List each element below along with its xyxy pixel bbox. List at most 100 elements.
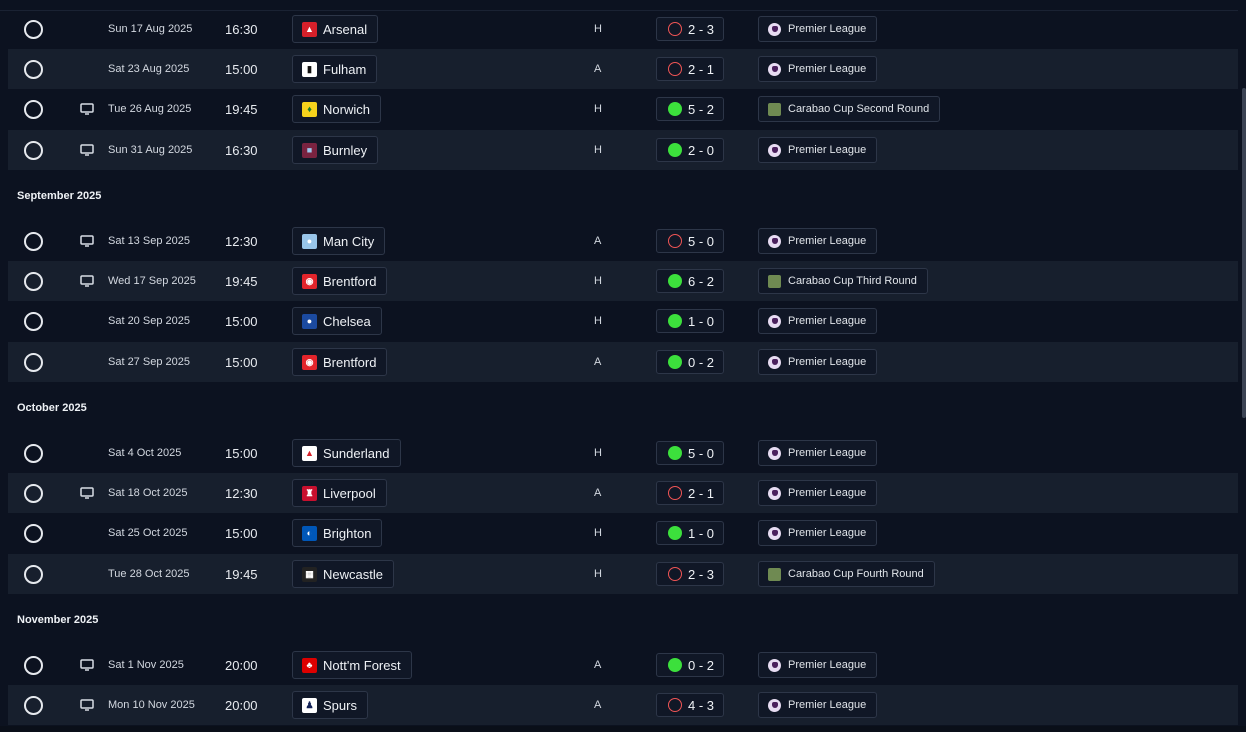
- fixture-row[interactable]: Tue 28 Oct 2025 19:45 ▦ Newcastle H 2 - …: [8, 554, 1238, 594]
- vertical-scrollbar[interactable]: [1242, 88, 1246, 418]
- opponent[interactable]: ♣ Nott'm Forest: [292, 645, 412, 685]
- result[interactable]: 5 - 0: [656, 221, 725, 261]
- fixture-row[interactable]: Sat 1 Nov 2025 20:00 ♣ Nott'm Forest A 0…: [8, 645, 1238, 685]
- opponent[interactable]: ▦ Newcastle: [292, 554, 394, 594]
- opponent[interactable]: ■ Burnley: [292, 130, 379, 170]
- fixture-time: 16:30: [225, 142, 258, 158]
- premier-league-icon: [768, 486, 781, 500]
- opponent[interactable]: ▲ Sunderland: [292, 433, 401, 473]
- fulham-crest-icon: ▮: [302, 61, 317, 77]
- tv-icon: [78, 685, 96, 725]
- opponent[interactable]: ▲ Arsenal: [292, 9, 379, 49]
- competition[interactable]: Carabao Cup Fourth Round: [758, 554, 935, 594]
- selection-circle[interactable]: [24, 49, 43, 89]
- score: 4 - 3: [688, 697, 715, 713]
- selection-circle[interactable]: [24, 9, 43, 49]
- opponent[interactable]: ♦ Norwich: [292, 89, 381, 129]
- opponent[interactable]: ◉ Brentford: [292, 261, 388, 301]
- score: 5 - 0: [688, 233, 715, 249]
- opponent[interactable]: ◉ Brentford: [292, 342, 388, 382]
- result[interactable]: 2 - 1: [656, 473, 725, 513]
- competition[interactable]: Premier League: [758, 473, 878, 513]
- fixture-row[interactable]: Sat 4 Oct 2025 15:00 ▲ Sunderland H 5 - …: [8, 433, 1238, 473]
- result[interactable]: 6 - 2: [656, 261, 725, 301]
- competition[interactable]: Premier League: [758, 685, 878, 725]
- brentford-crest-icon: ◉: [302, 354, 317, 370]
- tv-slot: [78, 513, 96, 553]
- result[interactable]: 2 - 1: [656, 49, 725, 89]
- result[interactable]: 0 - 2: [656, 342, 725, 382]
- fixture-row[interactable]: Sat 27 Sep 2025 15:00 ◉ Brentford A 0 - …: [8, 342, 1238, 382]
- fixture-row[interactable]: Sat 25 Oct 2025 15:00 ◐ Brighton H 1 - 0…: [8, 513, 1238, 553]
- premier-league-icon: [768, 22, 781, 36]
- result[interactable]: 0 - 2: [656, 645, 725, 685]
- selection-circle[interactable]: [24, 301, 43, 341]
- competition[interactable]: Premier League: [758, 49, 878, 89]
- fixture-row[interactable]: Wed 17 Sep 2025 19:45 ◉ Brentford H 6 - …: [8, 261, 1238, 301]
- fixture-time: 12:30: [225, 485, 258, 501]
- opponent[interactable]: ● Man City: [292, 221, 386, 261]
- fixture-row[interactable]: Sat 23 Aug 2025 15:00 ▮ Fulham A 2 - 1 P…: [8, 49, 1238, 89]
- opponent[interactable]: ● Chelsea: [292, 301, 382, 341]
- selection-circle[interactable]: [24, 645, 43, 685]
- selection-circle[interactable]: [24, 342, 43, 382]
- fixture-date: Sat 13 Sep 2025: [108, 235, 190, 247]
- result[interactable]: 2 - 0: [656, 130, 725, 170]
- selection-circle[interactable]: [24, 433, 43, 473]
- venue: H: [594, 275, 602, 287]
- result[interactable]: 4 - 3: [656, 685, 725, 725]
- fixture-date: Sat 23 Aug 2025: [108, 63, 190, 75]
- competition[interactable]: Premier League: [758, 301, 878, 341]
- competition[interactable]: Premier League: [758, 9, 878, 49]
- fixture-date: Sun 31 Aug 2025: [108, 144, 193, 156]
- opponent-name: Burnley: [323, 142, 368, 158]
- result[interactable]: 1 - 0: [656, 301, 725, 341]
- win-indicator-icon: [668, 526, 682, 540]
- result[interactable]: 2 - 3: [656, 554, 725, 594]
- opponent[interactable]: ▮ Fulham: [292, 49, 378, 89]
- opponent-name: Norwich: [323, 101, 370, 117]
- selection-circle[interactable]: [24, 89, 43, 129]
- fixture-row[interactable]: Sat 20 Sep 2025 15:00 ● Chelsea H 1 - 0 …: [8, 301, 1238, 341]
- premier-league-icon: [768, 355, 781, 369]
- selection-circle[interactable]: [24, 513, 43, 553]
- venue: A: [594, 235, 602, 247]
- carabao-cup-icon: [768, 274, 781, 288]
- selection-circle[interactable]: [24, 130, 43, 170]
- competition[interactable]: Premier League: [758, 433, 878, 473]
- result[interactable]: 5 - 0: [656, 433, 725, 473]
- selection-circle[interactable]: [24, 221, 43, 261]
- result[interactable]: 2 - 3: [656, 9, 725, 49]
- competition[interactable]: Premier League: [758, 513, 878, 553]
- venue: H: [594, 103, 602, 115]
- fixture-row[interactable]: Sat 13 Sep 2025 12:30 ● Man City A 5 - 0…: [8, 221, 1238, 261]
- opponent[interactable]: ◐ Brighton: [292, 513, 383, 553]
- opponent[interactable]: ♟ Spurs: [292, 685, 368, 725]
- opponent[interactable]: ♜ Liverpool: [292, 473, 387, 513]
- fixture-row[interactable]: Sun 17 Aug 2025 16:30 ▲ Arsenal H 2 - 3 …: [8, 9, 1238, 49]
- tv-slot: [78, 49, 96, 89]
- fixture-row[interactable]: Tue 26 Aug 2025 19:45 ♦ Norwich H 5 - 2 …: [8, 89, 1238, 129]
- selection-circle[interactable]: [24, 554, 43, 594]
- selection-circle[interactable]: [24, 473, 43, 513]
- result[interactable]: 1 - 0: [656, 513, 725, 553]
- competition[interactable]: Carabao Cup Second Round: [758, 89, 941, 129]
- competition[interactable]: Premier League: [758, 645, 878, 685]
- fixture-row[interactable]: Mon 10 Nov 2025 20:00 ♟ Spurs A 4 - 3 Pr…: [8, 685, 1238, 725]
- competition[interactable]: Premier League: [758, 221, 878, 261]
- selection-circle[interactable]: [24, 261, 43, 301]
- competition[interactable]: Carabao Cup Third Round: [758, 261, 928, 301]
- fixture-row[interactable]: Sat 18 Oct 2025 12:30 ♜ Liverpool A 2 - …: [8, 473, 1238, 513]
- result[interactable]: 5 - 2: [656, 89, 725, 129]
- premier-league-icon: [768, 62, 781, 76]
- fixture-date: Tue 26 Aug 2025: [108, 103, 192, 115]
- competition[interactable]: Premier League: [758, 342, 878, 382]
- selection-circle[interactable]: [24, 685, 43, 725]
- competition-name: Premier League: [788, 487, 867, 499]
- venue: H: [594, 315, 602, 327]
- competition[interactable]: Premier League: [758, 130, 878, 170]
- brentford-crest-icon: ◉: [302, 273, 317, 289]
- fixture-row[interactable]: Sun 31 Aug 2025 16:30 ■ Burnley H 2 - 0 …: [8, 130, 1238, 170]
- carabao-cup-icon: [768, 102, 781, 116]
- fixture-date: Sat 25 Oct 2025: [108, 527, 188, 539]
